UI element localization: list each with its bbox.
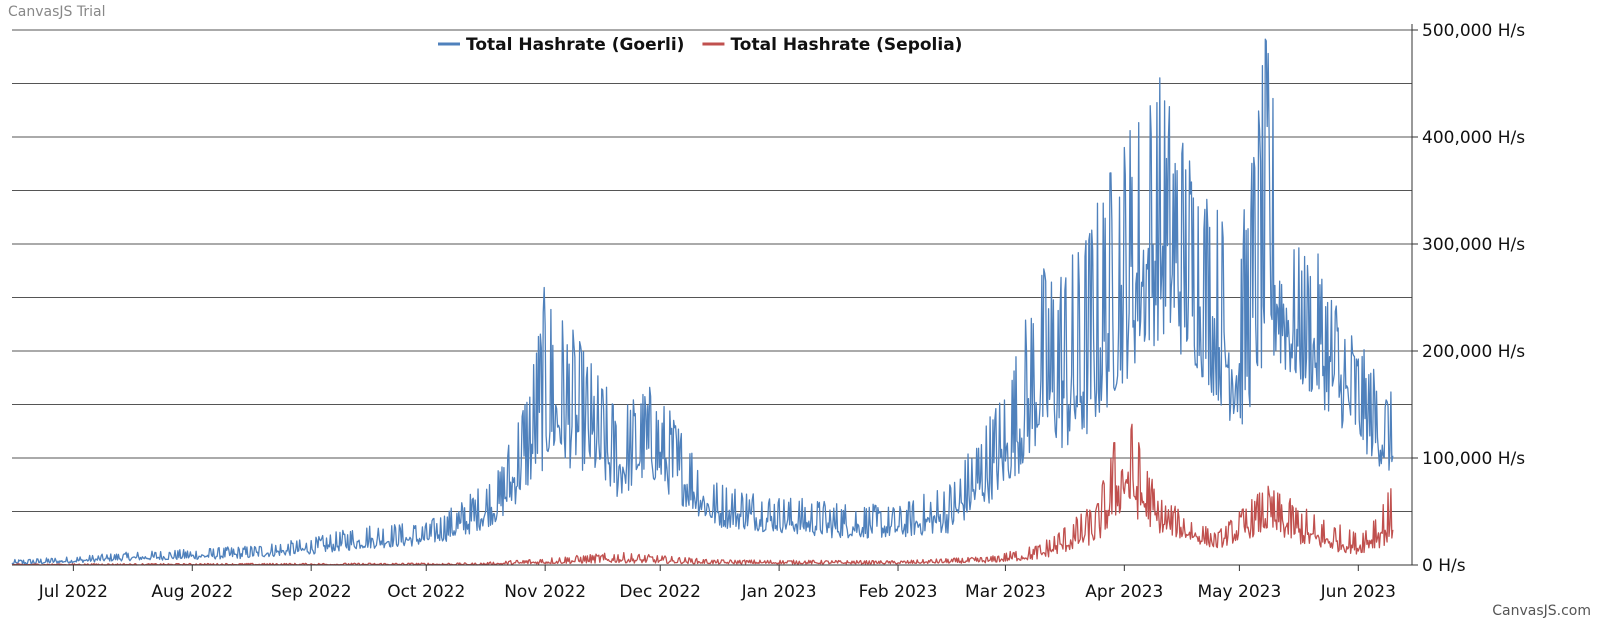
series-line-0 [11, 38, 1394, 565]
y-tick-label-2: 200,000 H/s [1422, 342, 1525, 362]
x-tick-label-7: Feb 2023 [859, 582, 938, 602]
legend-item-0[interactable]: Total Hashrate (Goerli) [438, 35, 684, 55]
y-axis: 0 H/s 100,000 H/s 200,000 H/s 300,000 H/s 40… [1411, 21, 1525, 576]
y-tick-label-4: 400,000 H/s [1422, 128, 1525, 148]
x-tick-label-10: May 2023 [1197, 582, 1281, 602]
x-tick-label-9: Apr 2023 [1085, 582, 1163, 602]
y-tick-label-3: 300,000 H/s [1422, 235, 1525, 255]
x-tick-label-6: Jan 2023 [741, 582, 817, 602]
legend: Total Hashrate (Goerli) Total Hashrate (S… [438, 35, 962, 55]
x-tick-label-5: Dec 2022 [619, 582, 701, 602]
y-tick-label-5: 500,000 H/s [1422, 21, 1525, 41]
y-tick-label-1: 100,000 H/s [1422, 449, 1525, 469]
x-tick-label-1: Aug 2022 [151, 582, 233, 602]
x-tick-label-2: Sep 2022 [271, 582, 352, 602]
series-1 [11, 423, 1394, 566]
y-tick-label-0: 0 H/s [1422, 556, 1466, 576]
series-0 [11, 38, 1394, 565]
x-tick-label-4: Nov 2022 [504, 582, 586, 602]
legend-item-1[interactable]: Total Hashrate (Sepolia) [702, 35, 962, 55]
gridlines [12, 29, 1412, 512]
x-axis: Jul 2022 Aug 2022 Sep 2022 Oct 2022 Nov 2022… [12, 564, 1412, 602]
series-line-1 [11, 423, 1394, 566]
trial-watermark: CanvasJS Trial [8, 4, 105, 20]
x-tick-label-8: Mar 2023 [965, 582, 1046, 602]
series-layer [11, 38, 1394, 566]
canvasjs-credit[interactable]: CanvasJS.com [1492, 603, 1591, 619]
legend-label-1: Total Hashrate (Sepolia) [730, 35, 962, 55]
x-tick-label-0: Jul 2022 [38, 582, 108, 602]
x-tick-label-3: Oct 2022 [387, 582, 465, 602]
x-tick-label-11: Jun 2023 [1320, 582, 1396, 602]
legend-label-0: Total Hashrate (Goerli) [466, 35, 684, 55]
